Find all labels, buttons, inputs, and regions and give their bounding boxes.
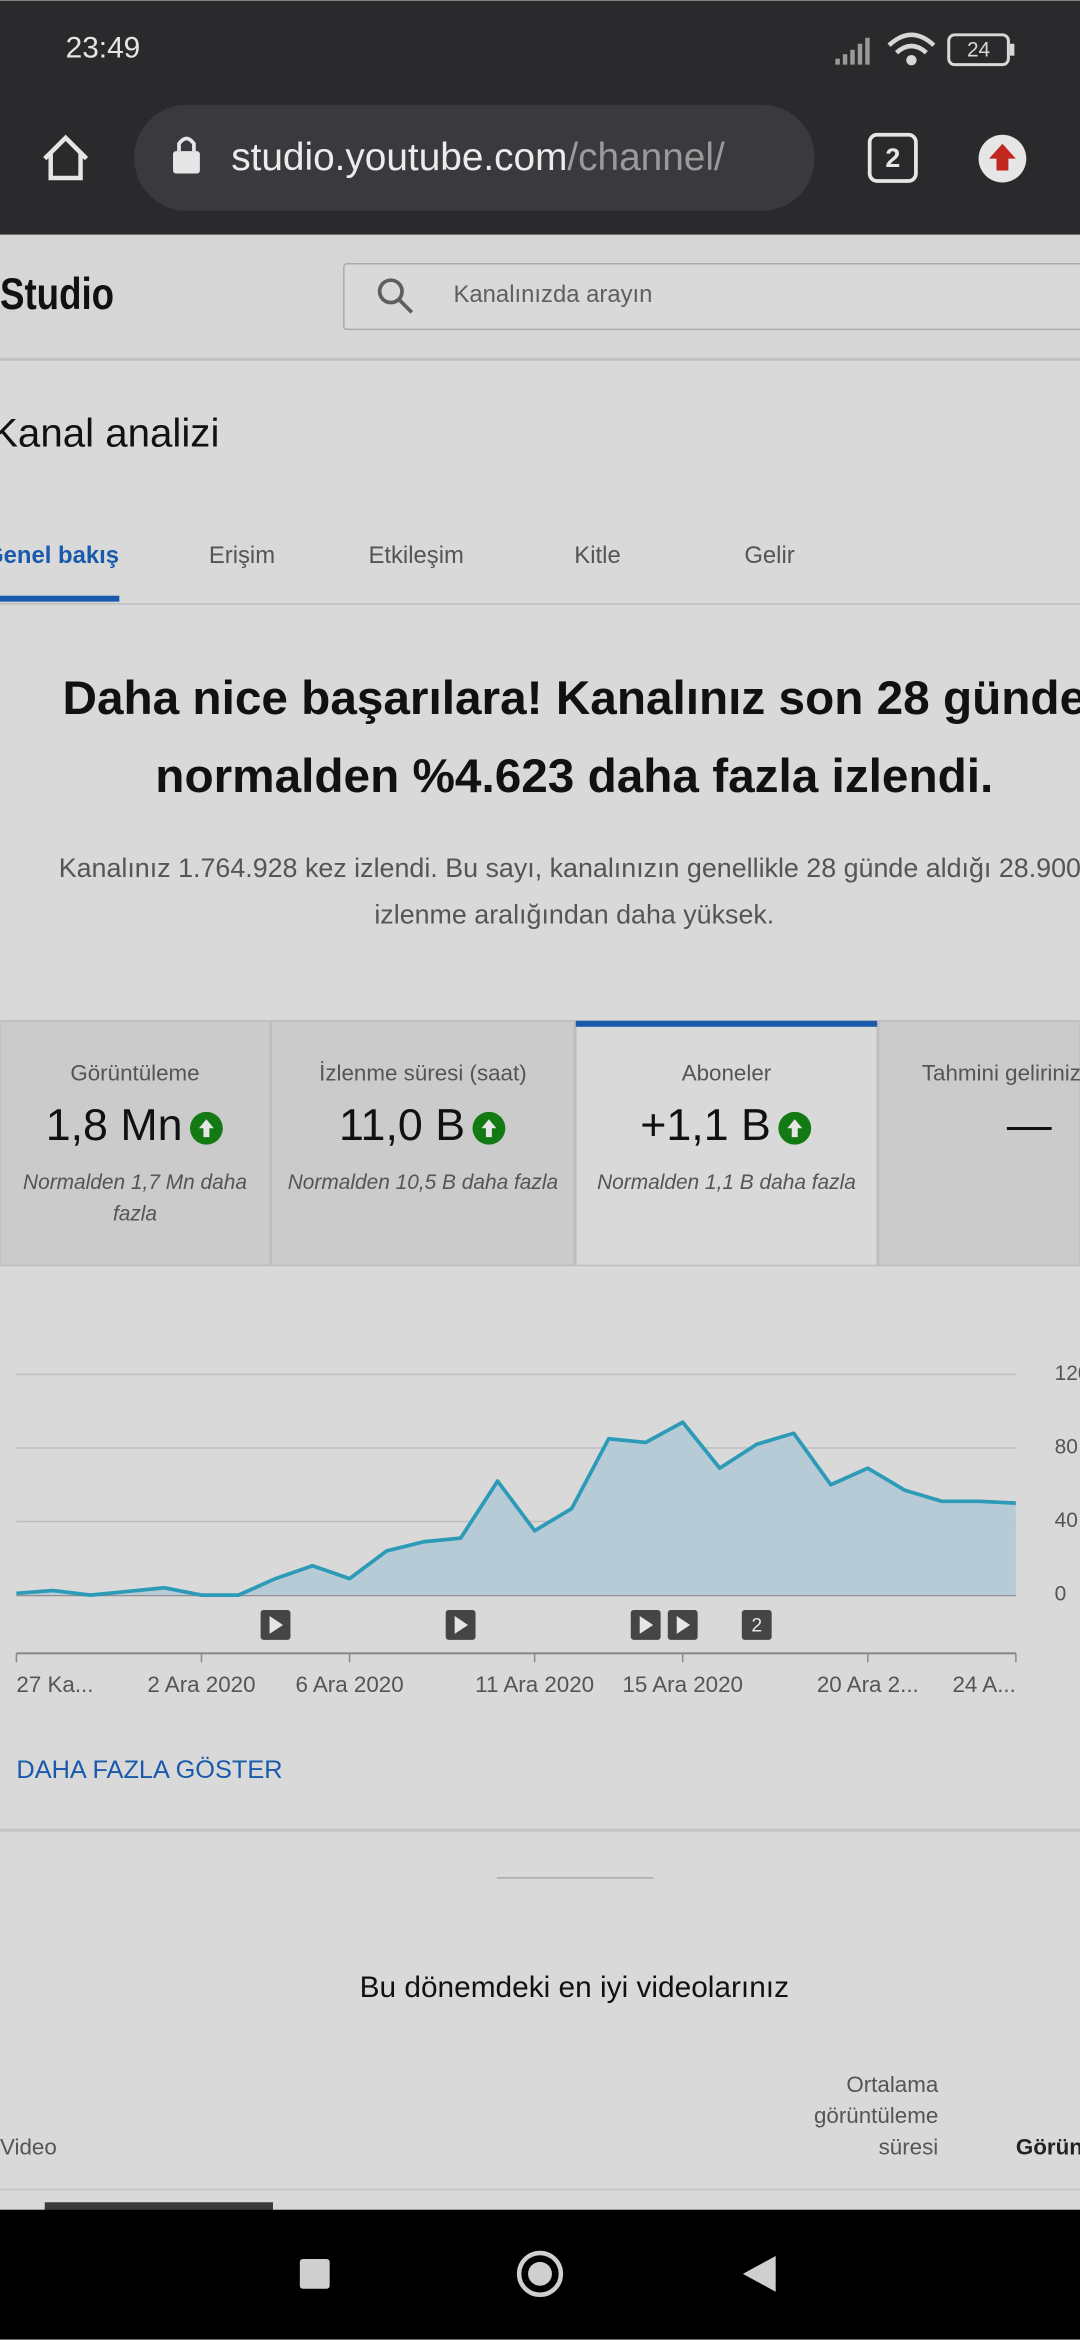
search-icon xyxy=(377,278,414,314)
metric-value: 11,0 B xyxy=(339,1100,465,1150)
card-bg xyxy=(270,1020,576,1267)
url-bar[interactable] xyxy=(134,104,815,211)
metric-note: Normalden 1,7 Mn daha xyxy=(23,1171,247,1194)
url-clip: studio.youtube.com/channel/ xyxy=(231,136,725,179)
metric-value: +1,1 B xyxy=(640,1100,771,1150)
studio-logo[interactable]: Studio xyxy=(0,269,114,319)
signal-icon xyxy=(835,37,870,65)
battery-icon xyxy=(947,33,1010,67)
tab[interactable]: Etkileşim xyxy=(368,542,463,569)
tab[interactable]: Kitle xyxy=(574,542,620,569)
search-placeholder: Kanalınızda arayın xyxy=(453,281,652,308)
lock-icon xyxy=(173,136,200,174)
metric-note: fazla xyxy=(113,1202,157,1225)
battery-level: 24 xyxy=(967,39,990,62)
update-button[interactable] xyxy=(978,134,1027,183)
column-header[interactable]: süresi xyxy=(879,2134,939,2159)
metric-value: 1,8 Mn xyxy=(46,1100,183,1150)
top-videos-title: Bu dönemdeki en iyi videolarınız xyxy=(360,1971,789,2004)
tab[interactable]: Erişim xyxy=(209,542,275,569)
video-marker-play xyxy=(676,1616,691,1634)
wifi-icon xyxy=(887,32,936,66)
active-tab-indicator xyxy=(0,595,120,602)
url-path: /channel/ xyxy=(567,136,725,179)
metric-card[interactable]: Aboneler +1,1 B Normalden 1,1 B daha fazla xyxy=(575,1020,878,1267)
metric-note: Normalden 10,5 B daha fazla xyxy=(288,1171,558,1194)
metric-card[interactable]: Tahmini geliriniz — xyxy=(877,1020,1080,1267)
card-bg xyxy=(575,1020,878,1267)
headline-line: normalden %4.623 daha fazla izlendi. xyxy=(155,750,993,803)
card-bg xyxy=(0,1020,271,1267)
column-header[interactable]: Video xyxy=(0,2134,57,2159)
x-tick-label: 11 Ara 2020 xyxy=(475,1672,594,1697)
tab[interactable]: Genel bakış xyxy=(0,542,119,569)
home-button[interactable] xyxy=(43,134,89,181)
show-more-link[interactable]: DAHA FAZLA GÖSTER xyxy=(16,1756,282,1784)
metric-cards: Görüntüleme 1,8 Mn Normalden 1,7 Mn daha fa… xyxy=(0,1020,1080,1267)
back-button[interactable] xyxy=(742,2255,776,2292)
summary-line: Kanalınız 1.764.928 kez izlendi. Bu sayı… xyxy=(59,853,1080,883)
y-tick-label: 0 xyxy=(1055,1583,1067,1606)
x-tick-label: 20 Ara 2... xyxy=(817,1672,919,1697)
column-header[interactable]: Görüntüleme xyxy=(1016,2134,1080,2159)
tab[interactable]: Gelir xyxy=(744,542,794,569)
line xyxy=(16,1420,1016,1598)
x-tick-label: 15 Ara 2020 xyxy=(622,1672,743,1697)
battery-tip xyxy=(1009,43,1015,56)
metric-label: Aboneler xyxy=(682,1060,772,1085)
card-bg xyxy=(877,1020,1080,1267)
metric-label: Görüntüleme xyxy=(70,1060,199,1085)
home-nav-button[interactable] xyxy=(516,2250,564,2297)
recents-button[interactable] xyxy=(299,2258,330,2289)
x-tick-label: 2 Ara 2020 xyxy=(147,1672,255,1697)
video-marker-play xyxy=(269,1616,283,1634)
video-thumbnail[interactable] xyxy=(44,2202,273,2212)
x-tick-label: 6 Ara 2020 xyxy=(295,1672,403,1697)
status-time: 23:49 xyxy=(66,32,141,65)
x-tick-label: 27 Ka... xyxy=(16,1672,93,1697)
metric-label: Tahmini geliriniz xyxy=(922,1060,1080,1085)
search-box[interactable] xyxy=(343,263,1080,331)
y-tick-label: 80 xyxy=(1055,1435,1078,1458)
x-tick-label: 24 A... xyxy=(952,1672,1015,1697)
metric-label: İzlenme süresi (saat) xyxy=(319,1060,527,1085)
video-marker[interactable] xyxy=(741,1610,772,1640)
metric-value: — xyxy=(1007,1100,1052,1150)
summary-line: izlenme aralığından daha yüksek. xyxy=(374,900,774,930)
metric-note: Normalden 1,1 B daha fazla xyxy=(597,1171,856,1194)
metric-card[interactable]: İzlenme süresi (saat) 11,0 B Normalden 10,… xyxy=(270,1020,576,1267)
home-nav-dot xyxy=(528,2261,552,2286)
video-marker-count: 2 xyxy=(751,1615,762,1637)
column-header[interactable]: görüntüleme xyxy=(814,2103,938,2128)
tab-count: 2 xyxy=(885,143,900,173)
chart: 0 40 80 120 2 27 Ka... 2 Ara 2020 6 Ara 2020 11 … xyxy=(15,1362,1080,1697)
headline-line: Daha nice başarılara! Kanalınız son 28 g… xyxy=(62,672,1080,725)
tabs: Genel bakış Erişim Etkileşim Kitle Gelir xyxy=(0,542,795,569)
y-tick-label: 40 xyxy=(1055,1509,1078,1532)
video-marker-play xyxy=(454,1616,469,1634)
metric-card[interactable]: Görüntüleme 1,8 Mn Normalden 1,7 Mn daha fa… xyxy=(0,1020,271,1267)
card-active-bar xyxy=(575,1020,878,1027)
tab-switcher[interactable] xyxy=(867,132,918,183)
column-header[interactable]: Ortalama xyxy=(846,2072,939,2097)
url-host: studio.youtube.com xyxy=(231,136,567,179)
page-title: Kanal analizi xyxy=(0,411,219,456)
url-text: studio.youtube.com/channel/ xyxy=(231,136,725,179)
y-tick-label: 120 xyxy=(1055,1362,1080,1385)
video-marker-play xyxy=(639,1616,654,1634)
